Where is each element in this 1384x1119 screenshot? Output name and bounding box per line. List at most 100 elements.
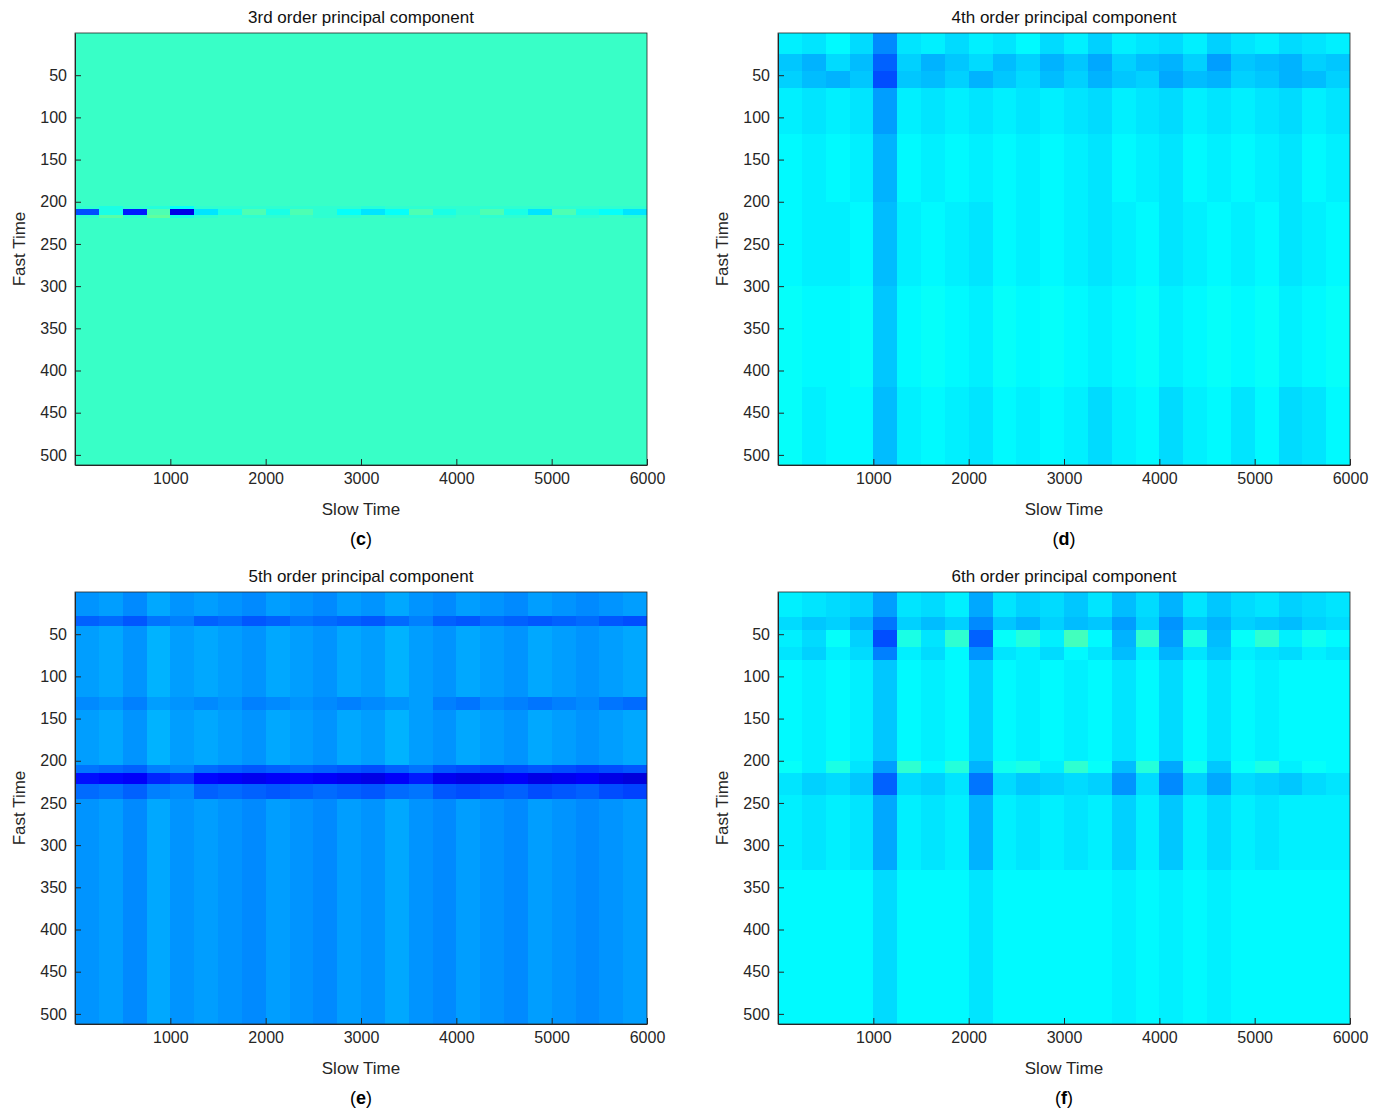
heatmap-cell <box>552 710 576 765</box>
heatmap-cell <box>361 773 385 785</box>
heatmap-cell <box>897 795 921 871</box>
heatmap-cell <box>552 626 576 698</box>
y-tick: 250 <box>743 236 784 253</box>
heatmap-cell <box>1207 592 1231 618</box>
heatmap-cell <box>1207 647 1231 660</box>
heatmap-cell <box>147 773 171 785</box>
y-tick-label: 150 <box>40 151 67 168</box>
heatmap-cell <box>1088 33 1112 55</box>
heatmap-cell <box>1159 286 1183 388</box>
heatmap-cell <box>99 626 123 698</box>
heatmap-cell <box>170 799 194 1024</box>
heatmap-cell <box>802 795 826 871</box>
heatmap-cell <box>850 617 874 630</box>
heatmap-cell <box>504 616 528 627</box>
heatmap-cell <box>778 761 802 774</box>
heatmap-cell <box>218 697 242 710</box>
heatmap-cell <box>290 33 314 206</box>
heatmap-cell <box>242 697 266 710</box>
x-tick-mark <box>1255 1018 1256 1024</box>
heatmap-cell <box>290 773 314 785</box>
y-tick-label: 100 <box>40 109 67 126</box>
heatmap-cell <box>504 218 528 465</box>
heatmap-cell <box>969 54 993 71</box>
heatmap-cell <box>1159 630 1183 647</box>
x-tick: 6000 <box>630 1018 666 1046</box>
heatmap-cell <box>945 88 969 135</box>
heatmap-cell <box>1136 54 1160 71</box>
heatmap-cell <box>599 710 623 765</box>
heatmap-cell <box>123 773 147 785</box>
x-tick: 2000 <box>951 459 987 487</box>
heatmap-cell <box>456 773 480 785</box>
heatmap-cell <box>242 209 266 216</box>
heatmap-cell <box>361 765 385 773</box>
heatmap-cell <box>802 202 826 287</box>
heatmap-cell <box>123 710 147 765</box>
heatmap-cell <box>993 870 1017 1024</box>
heatmap-cell <box>480 33 504 206</box>
heatmap-cell <box>480 218 504 465</box>
heatmap-cell <box>337 697 361 710</box>
x-tick: 4000 <box>439 1018 475 1046</box>
heatmap-cell <box>313 697 337 710</box>
heatmap-cell <box>1183 387 1207 465</box>
heatmap-cell <box>313 765 337 773</box>
heatmap-cell <box>1326 870 1350 1024</box>
heatmap-cell <box>361 218 385 465</box>
y-tick-mark <box>778 634 784 635</box>
y-tick: 300 <box>40 278 81 295</box>
heatmap-cell <box>504 765 528 773</box>
heatmap-cell <box>1064 387 1088 465</box>
heatmap-cell <box>218 799 242 1024</box>
x-axis: 100020003000400050006000 <box>76 1018 666 1046</box>
heatmap-cell <box>1183 202 1207 287</box>
y-tick-label: 350 <box>40 879 67 896</box>
heatmap-cell <box>945 660 969 762</box>
heatmap-cell <box>1255 592 1279 618</box>
y-tick-label: 450 <box>40 404 67 421</box>
heatmap-cell <box>1302 88 1326 135</box>
heatmap-cell <box>1326 134 1350 202</box>
heatmap-cell <box>361 697 385 710</box>
x-tick-mark <box>1064 1018 1065 1024</box>
heatmap-cell <box>1159 202 1183 287</box>
heatmap-cell <box>850 795 874 871</box>
heatmap-cell <box>1231 773 1255 795</box>
heatmap-cell <box>1183 870 1207 1024</box>
heatmap-cell <box>826 773 850 795</box>
heatmap-cell <box>361 209 385 216</box>
heatmap-cell <box>1183 630 1207 647</box>
heatmap-cell <box>1112 33 1136 55</box>
y-tick-label: 400 <box>40 362 67 379</box>
heatmap-cell <box>623 209 647 216</box>
heatmap-cell <box>1088 795 1112 871</box>
heatmap-cell <box>1112 630 1136 647</box>
heatmap-cell <box>850 134 874 202</box>
heatmap-cell <box>826 286 850 388</box>
heatmap-cell <box>778 286 802 388</box>
heatmap-cell <box>528 218 552 465</box>
heatmap-cell <box>1279 773 1303 795</box>
heatmap-cell <box>433 218 457 465</box>
y-tick-mark <box>75 887 81 888</box>
heatmap-cell <box>1040 660 1064 762</box>
heatmap-cell <box>993 617 1017 630</box>
heatmap-cell <box>945 630 969 647</box>
x-tick: 4000 <box>1142 459 1178 487</box>
y-tick-mark <box>75 930 81 931</box>
heatmap-cell <box>290 784 314 799</box>
heatmap-cell <box>1159 795 1183 871</box>
heatmap-cell <box>826 202 850 287</box>
heatmap-cell <box>897 33 921 55</box>
panel-letter: (f) <box>1055 1088 1073 1108</box>
heatmap-cell <box>1159 71 1183 88</box>
heatmap-cell <box>1040 71 1064 88</box>
heatmap-cell <box>361 33 385 206</box>
y-tick-label: 150 <box>743 151 770 168</box>
heatmap-cell <box>1088 617 1112 630</box>
heatmap-cell <box>778 617 802 630</box>
y-tick: 450 <box>40 404 81 421</box>
x-axis: 100020003000400050006000 <box>76 459 666 487</box>
heatmap-cell <box>75 33 99 206</box>
